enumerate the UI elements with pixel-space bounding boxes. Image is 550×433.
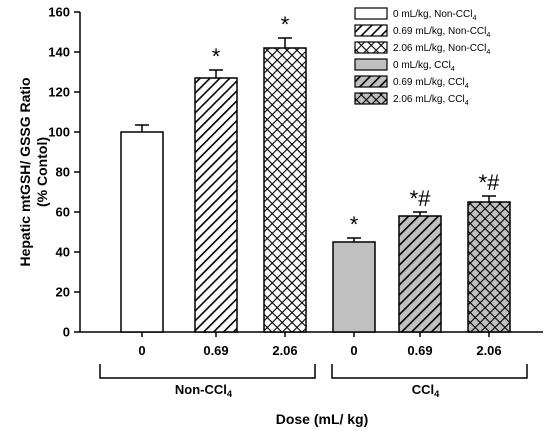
- legend-item: 2.06 mL/kg, Non-CCl4: [354, 41, 490, 56]
- legend-label: 0.69 mL/kg, CCl4: [393, 77, 469, 90]
- legend-swatch: [354, 75, 388, 88]
- legend-swatch: [354, 24, 388, 37]
- y-tick-label: 160: [48, 5, 70, 20]
- legend-item: 2.06 mL/kg, CCl4: [354, 92, 469, 107]
- y-axis-title-line1: Hepatic mtGSH/ GSSG Ratio: [17, 77, 33, 266]
- group-bracket: [331, 364, 528, 379]
- legend-swatch: [354, 58, 388, 71]
- significance-marker: *: [212, 44, 221, 69]
- legend-label-subscript: 4: [486, 30, 490, 39]
- bar-group: *#: [398, 186, 442, 333]
- bar-pattern: [264, 48, 306, 332]
- y-tick-label: 120: [48, 85, 70, 100]
- y-tick-label: 0: [63, 325, 70, 340]
- legend-label: 2.06 mL/kg, CCl4: [393, 94, 469, 107]
- significance-marker: *#: [410, 186, 432, 211]
- group-bracket: [99, 364, 316, 379]
- bar-group: *: [263, 12, 307, 333]
- legend-label-subscript: 4: [486, 47, 490, 56]
- group-label-subscript: 4: [434, 389, 440, 399]
- legend-item: 0.69 mL/kg, Non-CCl4: [354, 24, 490, 39]
- legend-label-subscript: 4: [465, 98, 469, 107]
- bar-pattern: [468, 202, 510, 332]
- group-label: CCl4: [412, 382, 440, 399]
- legend-label: 2.06 mL/kg, Non-CCl4: [393, 43, 490, 56]
- legend-label-text: 0.69 mL/kg, Non-CCl: [393, 26, 486, 37]
- legend-label-subscript: 4: [472, 13, 476, 22]
- legend-label: 0 mL/kg, Non-CCl4: [393, 9, 476, 22]
- legend-swatch: [354, 92, 388, 105]
- x-tick-label: 2.06: [476, 343, 501, 358]
- legend-item: 0 mL/kg, CCl4: [354, 58, 455, 73]
- y-tick-label: 140: [48, 45, 70, 60]
- bar-group: [120, 124, 164, 333]
- legend-label-text: 0 mL/kg, CCl: [393, 60, 451, 71]
- legend-swatch: [354, 41, 388, 54]
- legend-label-subscript: 4: [451, 64, 455, 73]
- legend-label-text: 0 mL/kg, Non-CCl: [393, 9, 472, 20]
- significance-marker: *: [350, 212, 359, 237]
- group-label-text: Non-CCl: [175, 382, 227, 397]
- group-label: Non-CCl4: [175, 382, 233, 399]
- y-tick-label: 80: [56, 165, 70, 180]
- bar-pattern: [399, 216, 441, 332]
- y-axis-title: Hepatic mtGSH/ GSSG Ratio (% Contol): [17, 77, 50, 266]
- x-axis-title: Dose (mL/ kg): [276, 411, 369, 427]
- y-axis-title-line2: (% Contol): [34, 137, 50, 207]
- legend-label: 0 mL/kg, CCl4: [393, 60, 455, 73]
- x-tick-label: 0: [350, 343, 357, 358]
- legend-item: 0 mL/kg, Non-CCl4: [354, 7, 476, 22]
- x-tick-label: 0: [138, 343, 145, 358]
- x-tick-label: 0.69: [203, 343, 228, 358]
- legend-swatch-fill: [355, 8, 387, 19]
- bar-group: *: [194, 44, 238, 333]
- legend-label-text: 0.69 mL/kg, CCl: [393, 77, 465, 88]
- plot-area: 0 20 40 60 80 100 120 140 160 0 0.69 * 2.06 * 0 * 0.69 *#…: [48, 5, 543, 358]
- y-tick-label: 60: [56, 205, 70, 220]
- legend-label-subscript: 4: [465, 81, 469, 90]
- y-tick-label: 20: [56, 285, 70, 300]
- legend-swatch-fill: [355, 59, 387, 70]
- group-label-subscript: 4: [227, 389, 233, 399]
- bar-group: *: [332, 212, 376, 333]
- legend-label-text: 2.06 mL/kg, Non-CCl: [393, 43, 486, 54]
- bar-pattern: [195, 78, 237, 332]
- legend-item: 0.69 mL/kg, CCl4: [354, 75, 469, 90]
- legend-swatch-pattern: [355, 42, 387, 53]
- legend-swatch-pattern: [355, 93, 387, 104]
- legend-swatch-pattern: [355, 25, 387, 36]
- group-label-text: CCl: [412, 382, 434, 397]
- x-tick-label: 2.06: [272, 343, 297, 358]
- legend-label-text: 2.06 mL/kg, CCl: [393, 94, 465, 105]
- x-tick-label: 0.69: [407, 343, 432, 358]
- bar-fill: [333, 242, 375, 332]
- legend-swatch: [354, 7, 388, 20]
- significance-marker: *: [281, 12, 290, 37]
- x-group-brackets: Non-CCl4 CCl4: [99, 364, 528, 399]
- significance-marker: *#: [479, 170, 501, 195]
- y-tick-label: 40: [56, 245, 70, 260]
- legend-swatch-pattern: [355, 76, 387, 87]
- y-tick-label: 100: [48, 125, 70, 140]
- legend-label: 0.69 mL/kg, Non-CCl4: [393, 26, 490, 39]
- bar-fill: [121, 132, 163, 332]
- bar-group: *#: [467, 170, 511, 333]
